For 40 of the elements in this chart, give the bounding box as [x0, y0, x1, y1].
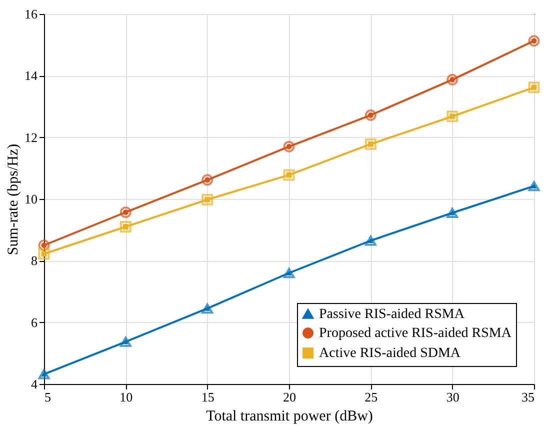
x-tick-label: 20 [283, 390, 296, 404]
point [202, 174, 214, 186]
y-tick-label: 10 [24, 192, 38, 206]
point [38, 240, 50, 251]
point [364, 109, 376, 121]
y-tick-label: 6 [31, 314, 38, 330]
point [120, 206, 132, 218]
x-tick-label: 15 [201, 390, 214, 404]
legend-label: Active RIS-aided SDMA [319, 346, 462, 361]
point [364, 236, 376, 246]
point [283, 140, 295, 152]
y-tick-label: 16 [24, 6, 38, 22]
point [364, 138, 376, 150]
x-tick-label: 25 [364, 390, 378, 404]
point [446, 208, 458, 218]
point [38, 369, 50, 380]
legend-label: Passive RIS-aided RSMA [319, 307, 466, 322]
legend-label: Proposed active RIS-aided RSMA [319, 326, 512, 341]
point [283, 169, 295, 181]
point [38, 248, 50, 260]
point [120, 336, 132, 347]
point [528, 82, 540, 94]
point [202, 194, 214, 206]
y-axis-title: Sum-rate (bps/Hz) [6, 144, 22, 256]
x-axis-title: Total transmit power (dBw) [206, 408, 373, 424]
point [446, 74, 458, 86]
x-tick-label: 10 [120, 390, 133, 404]
point [120, 221, 132, 232]
point [283, 268, 295, 278]
point [528, 35, 540, 47]
x-tick-label: 35 [522, 390, 534, 404]
y-tick-label: 14 [24, 68, 38, 84]
y-tick-label: 4 [31, 376, 38, 392]
point [202, 303, 214, 314]
point [528, 180, 540, 192]
point [446, 110, 458, 122]
x-tick-label: 5 [44, 390, 51, 404]
y-tick-label: 12 [24, 130, 38, 145]
y-tick-label: 8 [31, 253, 38, 268]
x-tick-label: 30 [446, 390, 460, 404]
